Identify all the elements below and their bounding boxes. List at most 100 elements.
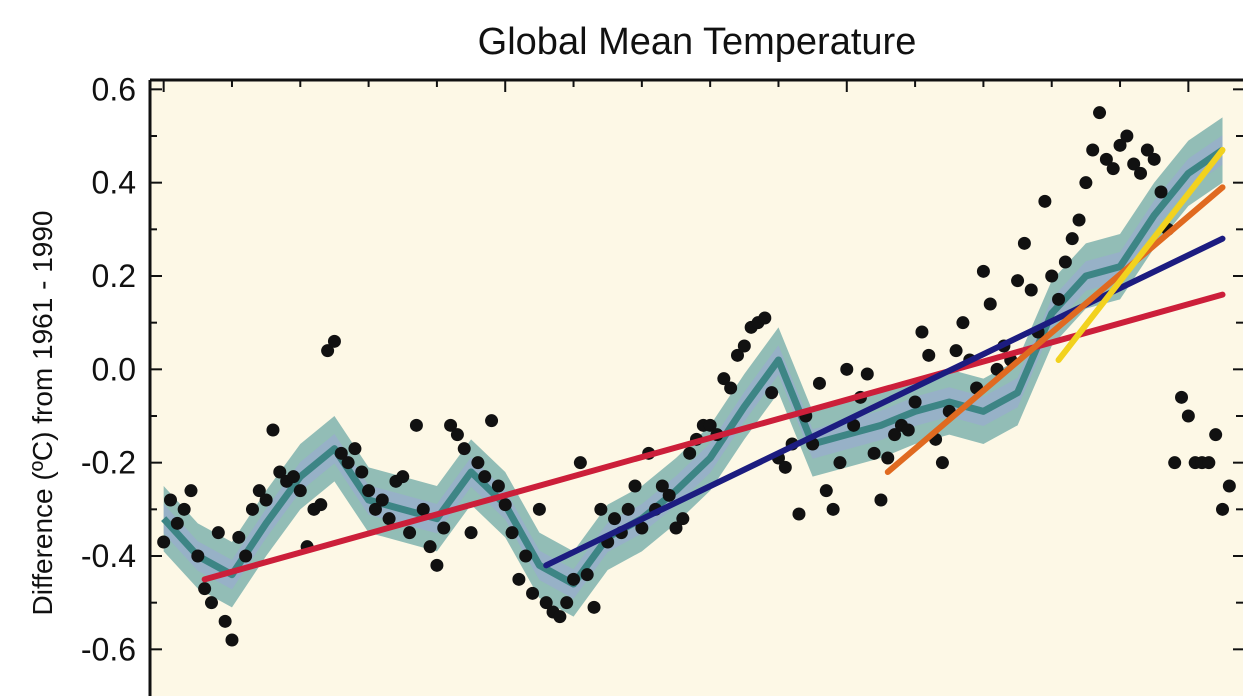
plot-axes [148,78,1243,696]
data-point [1086,143,1100,157]
data-point [655,479,669,493]
data-point [327,334,341,348]
data-point [286,470,300,484]
y-axis-label: Difference (ºC) from 1961 - 1990 [27,210,58,615]
data-point [724,381,738,395]
data-point [1106,162,1120,176]
data-point [1072,213,1086,227]
data-point [259,493,273,507]
chart-title: Global Mean Temperature [478,21,917,63]
data-point [956,316,970,330]
data-point [170,516,184,530]
data-point [444,418,458,432]
data-point [778,460,792,474]
data-point [1181,409,1195,423]
data-point [717,372,731,386]
trend-lines [201,147,1226,583]
data-point [485,414,499,428]
trend-line [201,291,1226,583]
data-point [245,502,259,516]
data-point [840,362,854,376]
data-point [847,418,861,432]
data-point [683,446,697,460]
data-point [191,549,205,563]
data-point [703,418,717,432]
data-point [505,526,519,540]
data-point [567,572,581,586]
data-point [792,507,806,521]
plot-background [150,80,1243,696]
data-point [860,367,874,381]
data-point [163,493,177,507]
data-point [362,484,376,498]
data-point [1154,185,1168,199]
data-point [368,502,382,516]
data-point [1079,176,1093,190]
data-point [874,493,888,507]
data-point [416,502,430,516]
data-point [826,502,840,516]
data-point [976,264,990,278]
y-tick-label: 0.0 [92,351,136,387]
data-point [450,428,464,442]
data-point [198,582,212,596]
data-point [423,540,437,554]
data-point [457,442,471,456]
data-point [157,535,171,549]
data-point [573,456,587,470]
data-point [594,502,608,516]
data-point [218,614,232,628]
data-point [621,502,635,516]
data-point [669,521,683,535]
data-point [355,465,369,479]
data-point [184,484,198,498]
data-point [1134,166,1148,180]
data-point [676,512,690,526]
data-point [232,530,246,544]
data-point [983,297,997,311]
data-point [341,456,355,470]
trend-line [1055,147,1226,363]
data-point [1222,479,1236,493]
data-point [382,512,396,526]
data-point [553,610,567,624]
data-point [204,596,218,610]
data-point [321,344,335,358]
y-axis: 0.6 0.4 0.2 0.0 -0.2 -0.4 -0.6 [81,71,1243,667]
data-point [1113,138,1127,152]
y-tick-label: -0.6 [81,631,136,667]
data-point [949,344,963,358]
trend-line [884,184,1226,475]
data-point [901,423,915,437]
data-point [532,502,546,516]
data-point [812,376,826,390]
data-point [1011,274,1025,288]
data-point [478,470,492,484]
data-point [758,311,772,325]
data-point [765,386,779,400]
data-point [314,498,328,512]
data-point [1127,157,1141,171]
data-point [867,446,881,460]
data-point [375,493,389,507]
data-point [1052,292,1066,306]
data-point [730,348,744,362]
data-point [519,549,533,563]
data-point [177,502,191,516]
data-point [211,526,225,540]
data-point [819,484,833,498]
data-point [1058,255,1072,269]
data-point [1147,152,1161,166]
data-point [334,446,348,460]
data-point [1045,269,1059,283]
data-point [266,423,280,437]
data-point [560,596,574,610]
data-point [403,526,417,540]
data-point [922,348,936,362]
data-point [1093,106,1107,120]
data-point [1024,283,1038,297]
data-point [1120,129,1134,143]
data-point [908,395,922,409]
data-point [526,586,540,600]
